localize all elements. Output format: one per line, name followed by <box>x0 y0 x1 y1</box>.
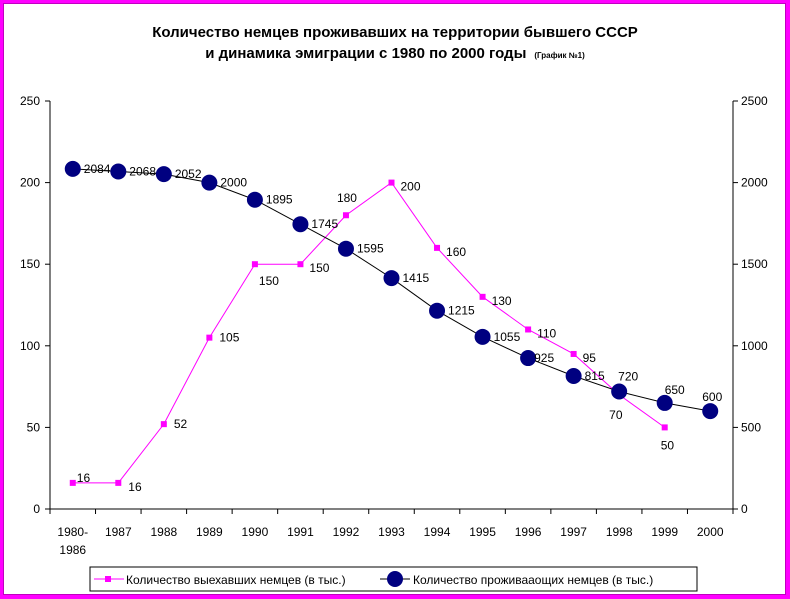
residents-data-label: 815 <box>585 369 605 383</box>
emigrated-data-label: 95 <box>583 351 597 365</box>
y-right-tick-label: 0 <box>741 502 748 516</box>
emigrated-marker <box>479 293 486 300</box>
x-tick-label: 1999 <box>651 525 678 539</box>
emigrated-marker <box>115 479 122 486</box>
emigrated-marker <box>160 421 167 428</box>
residents-marker <box>656 394 673 411</box>
residents-data-label: 1215 <box>448 304 475 318</box>
residents-data-label: 925 <box>534 351 554 365</box>
series-layer <box>64 160 719 486</box>
y-left-tick-label: 150 <box>20 257 40 271</box>
legend-residents-marker <box>387 571 403 587</box>
emigrated-data-label: 16 <box>128 480 142 494</box>
residents-data-label: 2084 <box>84 162 111 176</box>
emigrated-data-label: 50 <box>661 438 675 452</box>
legend: Количество выехавших немцев (в тыс.) Коли… <box>89 566 698 592</box>
emigrated-data-label: 16 <box>77 471 91 485</box>
residents-marker <box>611 383 628 400</box>
axes: 050100150200250050010001500200025001980-… <box>20 94 768 557</box>
emigrated-marker <box>342 212 349 219</box>
emigrated-data-label: 110 <box>537 326 556 340</box>
x-tick-label: 1989 <box>196 525 223 539</box>
emigrated-marker <box>69 479 76 486</box>
legend-emigrated-marker <box>105 576 111 582</box>
emigrated-marker <box>661 424 668 431</box>
residents-data-label: 650 <box>665 383 685 397</box>
x-tick-label: 2000 <box>697 525 724 539</box>
y-right-tick-label: 1500 <box>741 257 768 271</box>
residents-marker <box>474 328 491 345</box>
emigrated-data-label: 160 <box>446 245 466 259</box>
emigrated-data-label: 180 <box>337 191 357 205</box>
x-tick-label: 1997 <box>560 525 587 539</box>
x-tick-label: 1994 <box>424 525 451 539</box>
y-left-tick-label: 100 <box>20 339 40 353</box>
x-tick-label: 1996 <box>515 525 542 539</box>
emigrated-marker <box>434 244 441 251</box>
legend-residents-label: Количество проживааощих немцев (в тыс.) <box>413 573 653 587</box>
emigrated-data-label: 52 <box>174 417 188 431</box>
residents-marker <box>292 216 309 233</box>
y-left-tick-label: 50 <box>27 420 41 434</box>
residents-data-label: 1415 <box>403 271 430 285</box>
residents-marker <box>565 367 582 384</box>
x-tick-label: 1992 <box>333 525 360 539</box>
residents-data-label: 1745 <box>311 217 338 231</box>
chart-title-line1: Количество немцев проживавших на террито… <box>152 24 638 41</box>
residents-marker <box>383 270 400 287</box>
chart-frame <box>3 3 786 595</box>
x-tick-label: 1998 <box>606 525 633 539</box>
emigrated-series-line <box>72 181 665 484</box>
residents-data-label: 2000 <box>220 176 247 190</box>
residents-series-line <box>72 168 711 412</box>
data-labels: 16 16 52 105 150 150 180 200 160 130 110 95 70 50 2084… <box>77 162 723 494</box>
x-tick-label: 1987 <box>105 525 132 539</box>
y-left-tick-label: 0 <box>33 502 40 516</box>
emigrated-marker <box>570 350 577 357</box>
residents-marker <box>64 160 81 177</box>
residents-data-label: 2068 <box>129 165 156 179</box>
y-left-tick-label: 200 <box>20 176 40 190</box>
x-tick-label: 1988 <box>150 525 177 539</box>
y-right-tick-label: 2500 <box>741 94 768 108</box>
emigrated-data-label: 150 <box>309 261 329 275</box>
x-tick-label: 1991 <box>287 525 314 539</box>
residents-data-label: 2052 <box>175 167 202 181</box>
residents-data-label: 600 <box>702 390 722 404</box>
residents-data-label: 720 <box>618 369 638 383</box>
legend-emigrated-label: Количество выехавших немцев (в тыс.) <box>126 573 346 587</box>
y-right-tick-label: 500 <box>741 420 761 434</box>
emigrated-marker <box>388 179 395 186</box>
emigrated-marker <box>525 326 532 333</box>
emigrated-data-label: 105 <box>219 331 239 345</box>
emigrated-data-label: 70 <box>609 408 623 422</box>
x-tick-label: 1980-1986 <box>57 525 88 557</box>
x-tick-label: 1993 <box>378 525 405 539</box>
residents-data-label: 1895 <box>266 193 293 207</box>
residents-marker <box>246 191 263 208</box>
residents-marker <box>520 350 537 367</box>
residents-marker <box>155 166 172 183</box>
y-right-tick-label: 2000 <box>741 176 768 190</box>
emigrated-marker <box>206 334 213 341</box>
y-left-tick-label: 250 <box>20 94 40 108</box>
y-right-tick-label: 1000 <box>741 339 768 353</box>
residents-marker <box>110 163 127 180</box>
residents-marker <box>429 302 446 319</box>
residents-marker <box>201 174 218 191</box>
chart-title-line2: и динамика эмиграции с 1980 по 2000 годы… <box>205 45 585 62</box>
residents-data-label: 1055 <box>494 330 521 344</box>
residents-marker <box>337 240 354 257</box>
emigrated-marker <box>251 261 258 268</box>
emigrated-data-label: 130 <box>492 294 512 308</box>
emigrated-marker <box>297 261 304 268</box>
residents-marker <box>702 403 719 420</box>
residents-data-label: 1595 <box>357 242 384 256</box>
emigrated-data-label: 150 <box>259 274 279 288</box>
x-tick-label: 1990 <box>242 525 269 539</box>
emigrated-data-label: 200 <box>401 180 421 194</box>
x-tick-label: 1995 <box>469 525 496 539</box>
